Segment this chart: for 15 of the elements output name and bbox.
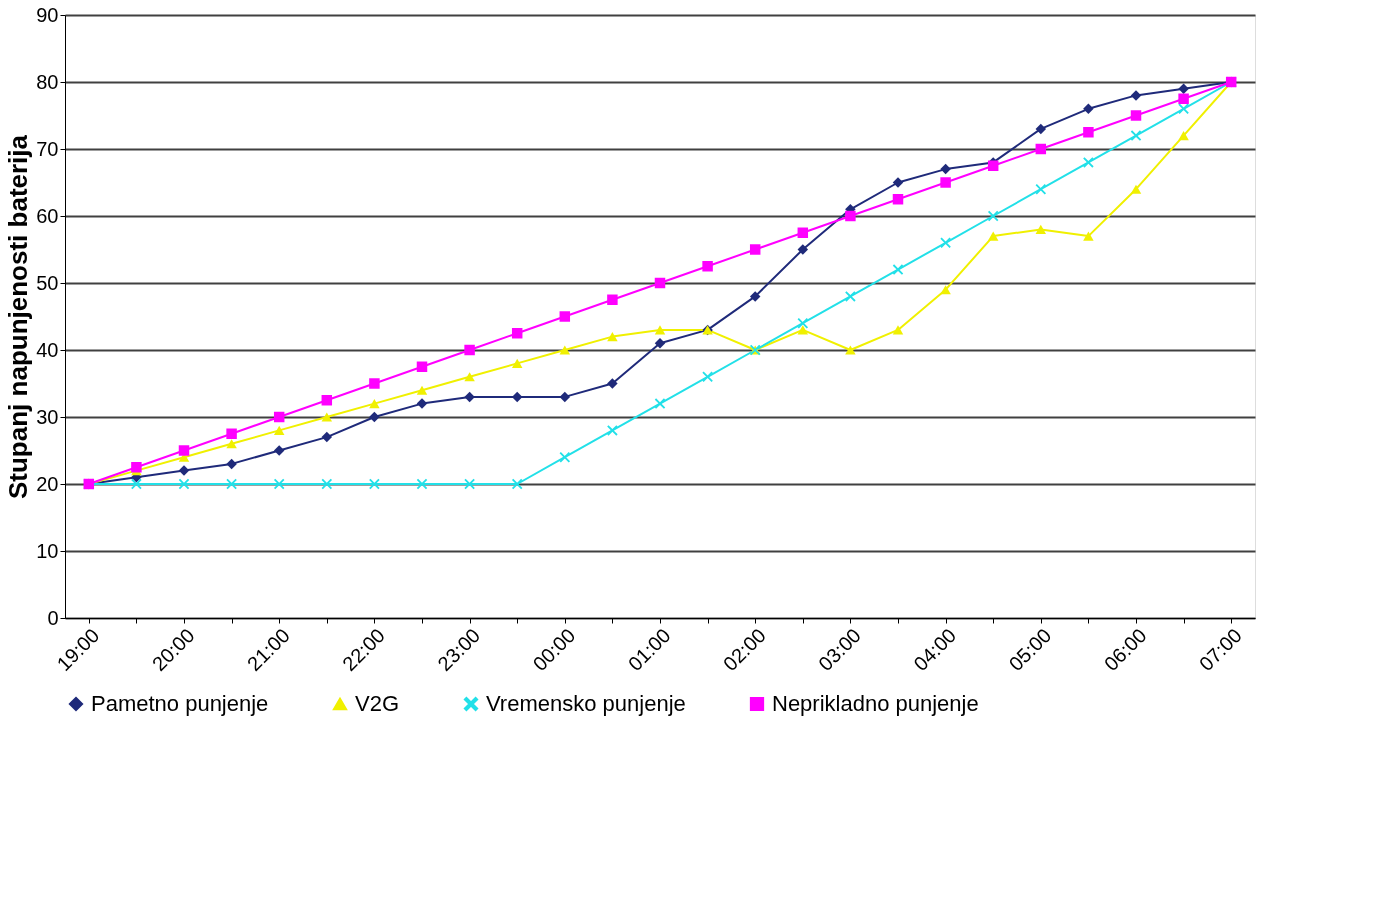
y-tick-label: 0 bbox=[47, 606, 59, 629]
legend-label: V2G bbox=[355, 691, 400, 716]
y-tick-label: 20 bbox=[36, 472, 59, 495]
y-tick-label: 30 bbox=[36, 405, 59, 428]
legend-label: Neprikladno punjenje bbox=[772, 691, 979, 716]
y-tick-label: 70 bbox=[36, 137, 59, 160]
legend-label: Pametno punjenje bbox=[91, 691, 269, 716]
y-tick-label: 80 bbox=[36, 70, 59, 93]
y-tick-label: 50 bbox=[36, 271, 59, 294]
legend-label: Vremensko punjenje bbox=[486, 691, 686, 716]
y-tick-label: 40 bbox=[36, 338, 59, 361]
y-tick-label: 10 bbox=[36, 539, 59, 562]
y-axis-title: Stupanj napunjenosti baterija bbox=[3, 134, 34, 500]
y-tick-label: 60 bbox=[36, 204, 59, 227]
y-tick-label: 90 bbox=[36, 3, 59, 26]
